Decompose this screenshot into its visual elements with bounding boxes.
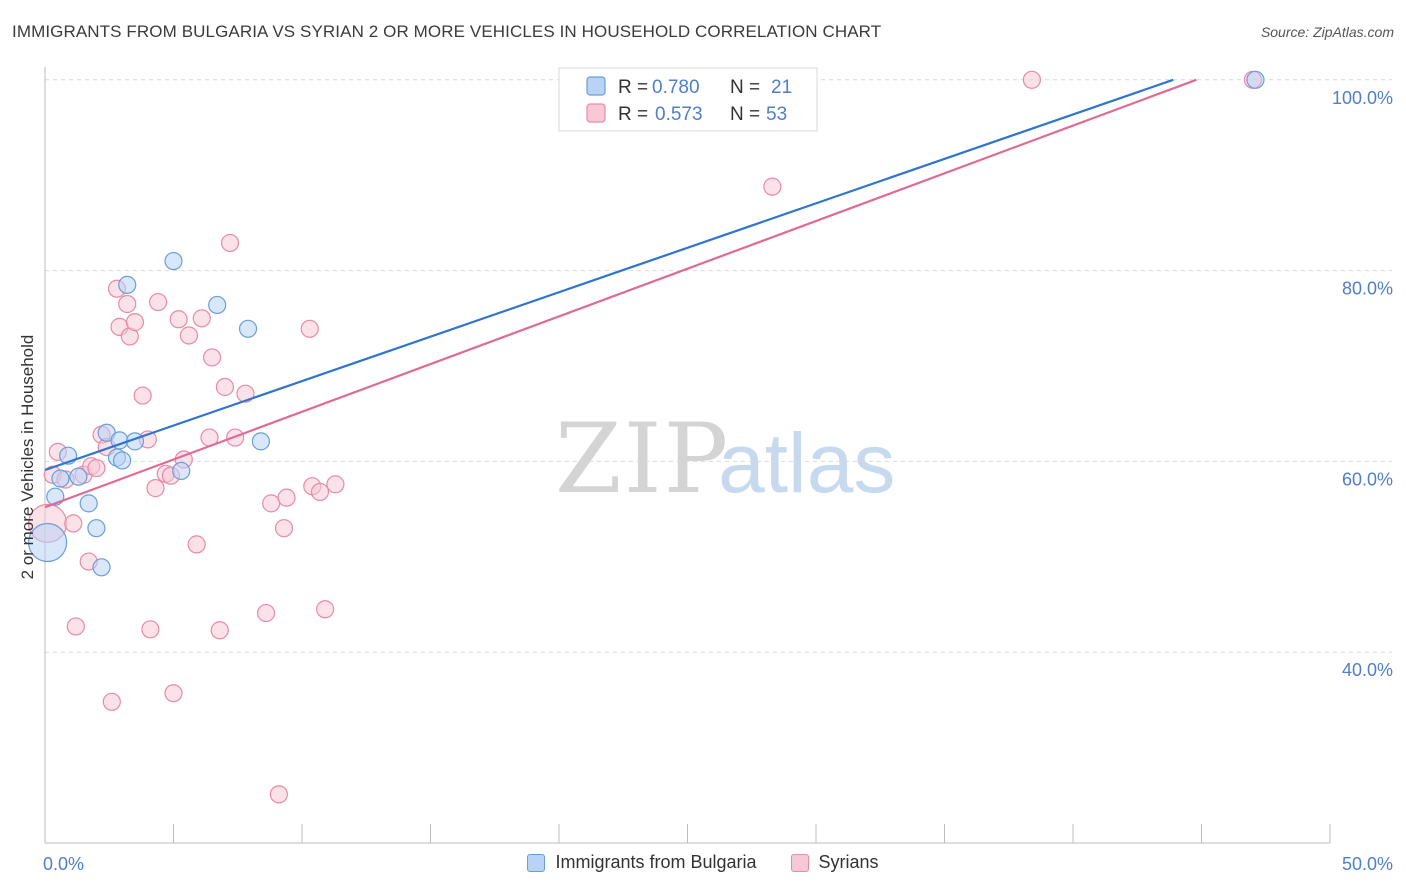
legend-item-syrians: Syrians xyxy=(790,852,879,873)
y-axis-title: 2 or more Vehicles in Household xyxy=(18,334,37,580)
syrians-point xyxy=(763,177,782,196)
syrians-point xyxy=(192,309,211,328)
y-tick-label: 100.0% xyxy=(1332,88,1393,108)
syrians-point xyxy=(187,535,206,554)
bulgaria-point xyxy=(208,295,227,315)
syrians-point xyxy=(87,458,106,478)
top-legend-n-value: 21 xyxy=(771,77,792,98)
syrians-point xyxy=(179,326,199,345)
watermark-atlas: atlas xyxy=(718,416,895,510)
top-legend-r-value: 0.780 xyxy=(652,77,700,98)
syrians-point xyxy=(262,494,281,513)
bulgaria-point xyxy=(69,467,88,486)
bulgaria-point xyxy=(118,275,137,295)
syrians-point xyxy=(133,386,152,405)
x-tick-label: 50.0% xyxy=(1342,854,1393,874)
bulgaria-point xyxy=(172,461,191,481)
syrians-point xyxy=(236,384,255,403)
syrians-point xyxy=(164,684,183,703)
syrians-trend-line xyxy=(44,78,1197,509)
syrians-point xyxy=(141,620,160,639)
legend-label-bulgaria: Immigrants from Bulgaria xyxy=(555,852,757,872)
syrians-point xyxy=(1022,70,1041,89)
syrians-point xyxy=(102,692,121,711)
watermark-zip: ZIP xyxy=(555,403,730,515)
source-label: Source: ZipAtlas.com xyxy=(1260,24,1394,40)
top-legend-n-value: 53 xyxy=(766,104,787,125)
syrians-point xyxy=(202,348,222,367)
bulgaria-point xyxy=(79,494,98,513)
syrians-point xyxy=(300,319,319,338)
syrians-point xyxy=(310,482,330,502)
syrians-point xyxy=(274,519,294,538)
syrians-point xyxy=(64,514,83,533)
bulgaria-point xyxy=(164,251,183,271)
y-tick-label: 60.0% xyxy=(1342,469,1393,489)
syrians-point xyxy=(125,313,145,332)
chart-title: IMMIGRANTS FROM BULGARIA VS SYRIAN 2 OR … xyxy=(12,22,882,41)
bulgaria-point xyxy=(112,451,132,470)
bulgaria-point xyxy=(251,432,270,451)
syrians-point xyxy=(148,292,168,312)
y-tick-label: 40.0% xyxy=(1342,660,1393,680)
x-tick-label: 0.0% xyxy=(43,854,84,874)
bulgaria-point xyxy=(238,319,258,338)
syrians-point xyxy=(220,233,240,253)
top-legend-r-label: R = xyxy=(618,77,648,98)
top-legend-swatch xyxy=(586,103,606,123)
top-legend-swatch xyxy=(586,76,606,96)
syrians-point xyxy=(277,488,296,507)
legend-label-syrians: Syrians xyxy=(818,852,879,872)
legend-swatch-bulgaria xyxy=(527,853,546,872)
syrians-point xyxy=(215,377,234,397)
syrians-point xyxy=(269,785,288,804)
legend-swatch-syrians xyxy=(790,853,809,872)
bulgaria-point xyxy=(27,522,68,563)
bulgaria-point xyxy=(1246,70,1265,89)
top-legend-r-label: R = xyxy=(618,104,648,125)
syrians-point xyxy=(118,294,137,314)
syrians-point xyxy=(326,475,345,494)
y-tick-label: 80.0% xyxy=(1342,279,1393,299)
top-legend-n-label: N = xyxy=(730,77,760,98)
top-legend-n-label: N = xyxy=(730,104,760,125)
top-legend-r-value: 0.573 xyxy=(655,104,703,125)
syrians-point xyxy=(169,310,188,329)
legend-item-bulgaria: Immigrants from Bulgaria xyxy=(527,852,757,873)
syrians-point xyxy=(66,617,85,636)
syrians-point xyxy=(256,603,276,623)
syrians-point xyxy=(146,479,165,498)
bulgaria-point xyxy=(51,469,70,488)
bottom-legend: Immigrants from Bulgaria Syrians xyxy=(0,852,1406,873)
bulgaria-trend-line xyxy=(44,78,1174,472)
bulgaria-point xyxy=(87,519,106,538)
syrians-point xyxy=(210,621,229,640)
bulgaria-point xyxy=(92,558,111,577)
syrians-point xyxy=(316,600,335,619)
